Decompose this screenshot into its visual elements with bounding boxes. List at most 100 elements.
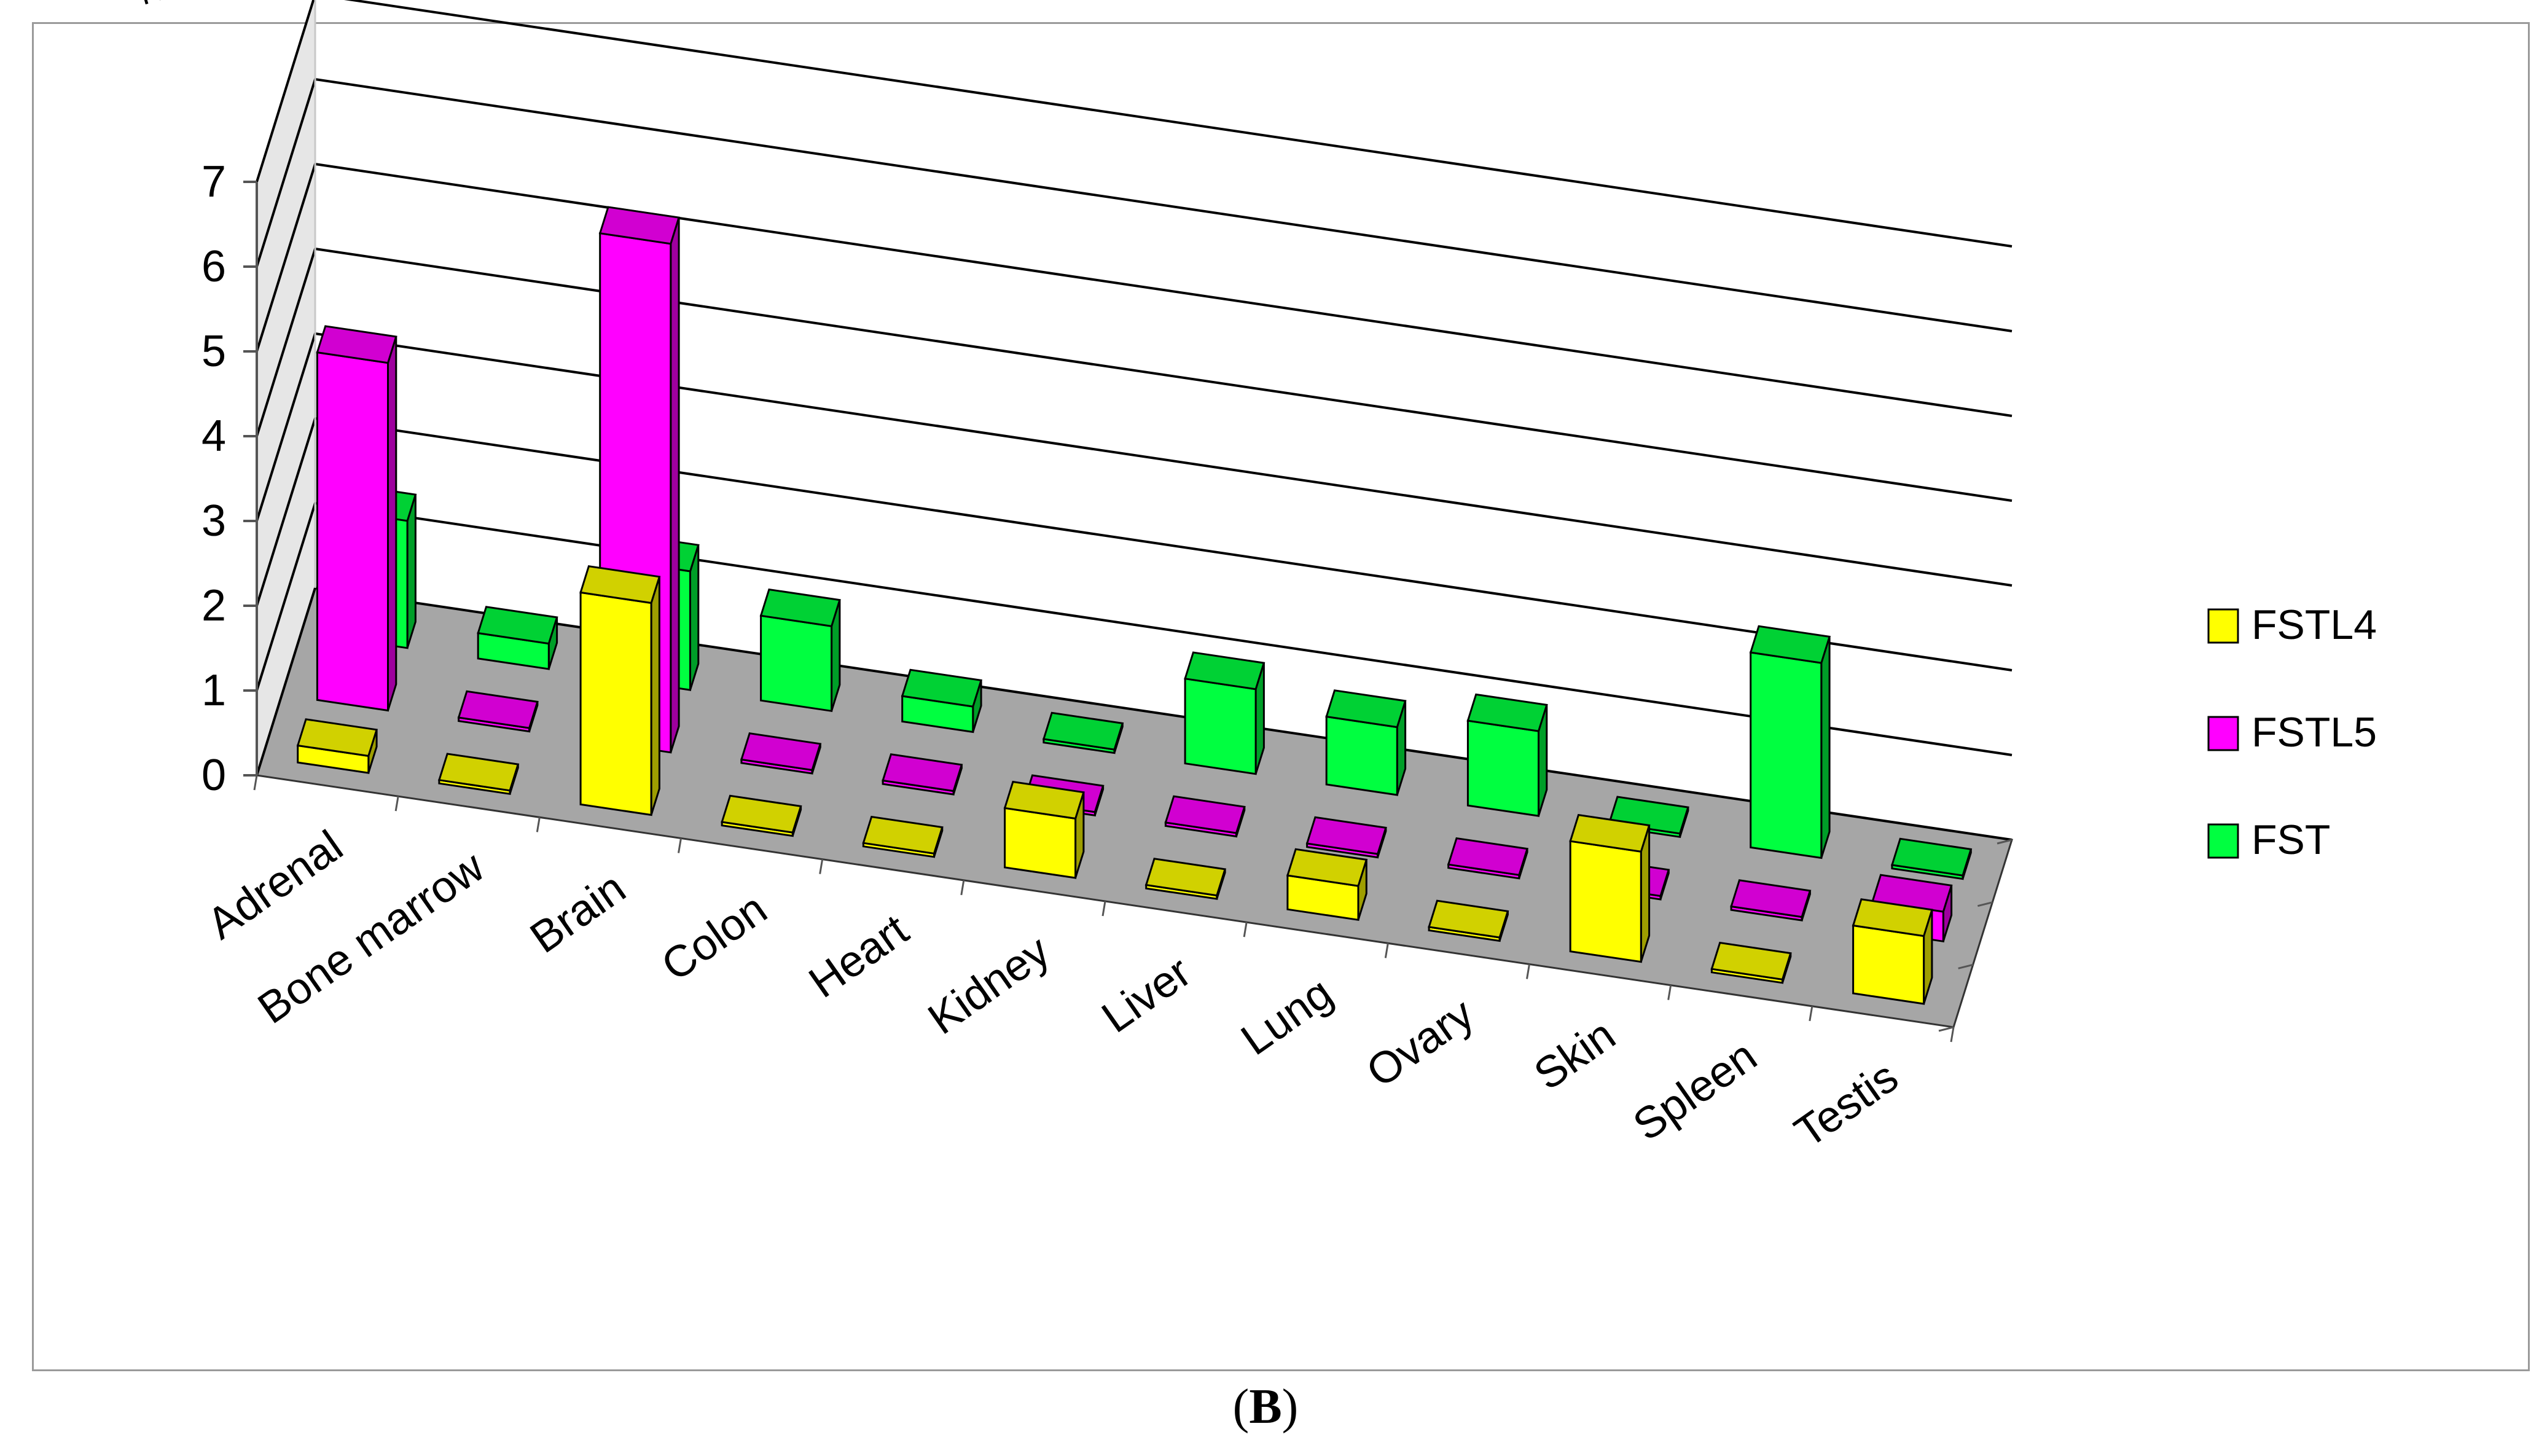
y-tick-label: 7 bbox=[201, 157, 226, 206]
bar-top bbox=[1710, 941, 1792, 980]
bar-side bbox=[1820, 636, 1831, 858]
legend-swatch-fstl4 bbox=[2207, 608, 2239, 644]
category-label: Colon bbox=[653, 884, 776, 990]
category-label: Liver bbox=[1093, 947, 1200, 1043]
legend-label: FSTL4 bbox=[2251, 601, 2377, 648]
bar-fstl5 bbox=[1305, 816, 1387, 859]
bar-fstl5 bbox=[882, 753, 963, 796]
bar-fst bbox=[901, 668, 983, 734]
bar-fstl4 bbox=[437, 753, 520, 796]
bar-side bbox=[387, 336, 397, 711]
x-tick-mark bbox=[1101, 901, 1106, 917]
y-tick-label: 3 bbox=[201, 496, 226, 546]
category-label: Spleen bbox=[1624, 1031, 1766, 1150]
x-tick-mark bbox=[1384, 943, 1389, 958]
bar-top bbox=[1890, 837, 1973, 877]
y-tick-label: 4 bbox=[201, 412, 226, 461]
y-tick-label: 2 bbox=[201, 581, 226, 630]
x-tick-mark bbox=[678, 838, 682, 853]
bar-top bbox=[477, 606, 558, 645]
x-tick-mark bbox=[394, 796, 399, 812]
bar-fst bbox=[759, 588, 841, 713]
bar-fstl4 bbox=[721, 794, 802, 837]
x-tick-mark bbox=[1809, 1006, 1813, 1022]
bar-front bbox=[760, 614, 833, 713]
bar-fstl5 bbox=[316, 325, 397, 712]
bar-fstl5 bbox=[740, 732, 822, 775]
bar-front bbox=[579, 591, 652, 816]
bar-fstl4 bbox=[1569, 813, 1651, 963]
bar-fst bbox=[1890, 837, 1973, 880]
bar-top bbox=[1749, 625, 1831, 664]
figure-caption: (B) bbox=[1232, 1380, 1299, 1434]
z-tick-mark bbox=[1958, 963, 1974, 969]
legend-label: FST bbox=[2251, 816, 2330, 863]
bar-fstl4 bbox=[862, 815, 944, 858]
category-label: Lung bbox=[1232, 968, 1341, 1065]
bar-top bbox=[759, 588, 841, 627]
bar-top bbox=[457, 690, 539, 729]
bar-fstl4 bbox=[1003, 780, 1085, 879]
bar-fstl4 bbox=[1428, 899, 1509, 942]
bar-fstl4 bbox=[296, 718, 378, 774]
category-label: Kidney bbox=[920, 926, 1058, 1044]
bar-side bbox=[670, 217, 680, 753]
bar-top bbox=[437, 753, 520, 792]
bar-front bbox=[1569, 840, 1642, 963]
bar-top bbox=[1852, 898, 1933, 937]
bar-fst bbox=[1466, 693, 1548, 817]
bar-top bbox=[1286, 848, 1368, 887]
bar-fstl4 bbox=[1852, 898, 1933, 1005]
bar-front bbox=[1852, 924, 1925, 1005]
caption-label: B bbox=[1249, 1380, 1282, 1434]
bar-top bbox=[598, 206, 681, 245]
bar-top bbox=[1305, 816, 1387, 855]
bar-top bbox=[1144, 858, 1227, 897]
legend-swatch-fst bbox=[2207, 823, 2239, 859]
x-tick-mark bbox=[1526, 964, 1530, 979]
x-tick-mark bbox=[536, 817, 541, 832]
bar-fstl5 bbox=[1164, 795, 1246, 838]
chart: 01234567RPKMAdrenalBone marrowBrainColon… bbox=[136, 0, 2377, 1157]
legend-label: FSTL5 bbox=[2251, 709, 2377, 756]
bar-top bbox=[1730, 879, 1812, 918]
bar-top bbox=[1428, 899, 1509, 939]
x-tick-mark bbox=[1950, 1027, 1955, 1043]
bar-top bbox=[1164, 795, 1246, 834]
bar-fstl4 bbox=[1710, 941, 1792, 984]
category-label: Testis bbox=[1786, 1052, 1907, 1157]
category-label: Brain bbox=[522, 863, 635, 963]
category-label: Skin bbox=[1525, 1010, 1624, 1100]
y-tick-label: 5 bbox=[201, 327, 226, 376]
bar-top bbox=[1184, 651, 1266, 691]
bar-top bbox=[1466, 693, 1548, 732]
bar-fstl5 bbox=[1730, 879, 1812, 922]
bar-top bbox=[1569, 813, 1651, 853]
bar-top bbox=[1042, 711, 1124, 751]
x-tick-mark bbox=[253, 775, 258, 791]
bar-front bbox=[1325, 715, 1398, 796]
x-tick-mark bbox=[1243, 922, 1248, 937]
category-label: Ovary bbox=[1358, 989, 1482, 1097]
bar-fst bbox=[1325, 689, 1407, 796]
y-tick-label: 6 bbox=[201, 242, 226, 291]
bar-fstl4 bbox=[579, 565, 661, 816]
bar-top bbox=[1325, 689, 1407, 729]
bar-front bbox=[1466, 719, 1539, 817]
y-axis-label: RPKM bbox=[136, 0, 230, 12]
y-tick-label: 1 bbox=[201, 666, 226, 715]
y-tick-label: 0 bbox=[201, 751, 226, 800]
bar-top bbox=[1447, 837, 1529, 876]
bar-front bbox=[316, 351, 389, 712]
bar-top bbox=[862, 815, 944, 855]
bar-top bbox=[296, 718, 378, 757]
bar-fst bbox=[477, 606, 558, 670]
bar-top bbox=[740, 732, 822, 772]
bar-fstl4 bbox=[1144, 858, 1227, 900]
bar-top bbox=[316, 325, 397, 364]
legend: FSTL4 FSTL5 FST bbox=[2207, 601, 2377, 863]
bar-top bbox=[901, 668, 983, 708]
bar-fst bbox=[1749, 625, 1831, 859]
bars bbox=[296, 206, 1973, 1005]
bar-top bbox=[1003, 780, 1085, 820]
